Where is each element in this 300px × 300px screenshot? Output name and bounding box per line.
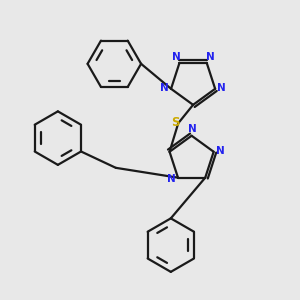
- Text: N: N: [216, 146, 225, 156]
- Text: N: N: [217, 83, 226, 93]
- Text: S: S: [171, 116, 179, 129]
- Text: N: N: [160, 83, 169, 93]
- Text: N: N: [206, 52, 215, 62]
- Text: N: N: [188, 124, 197, 134]
- Text: N: N: [172, 52, 180, 62]
- Text: N: N: [167, 174, 176, 184]
